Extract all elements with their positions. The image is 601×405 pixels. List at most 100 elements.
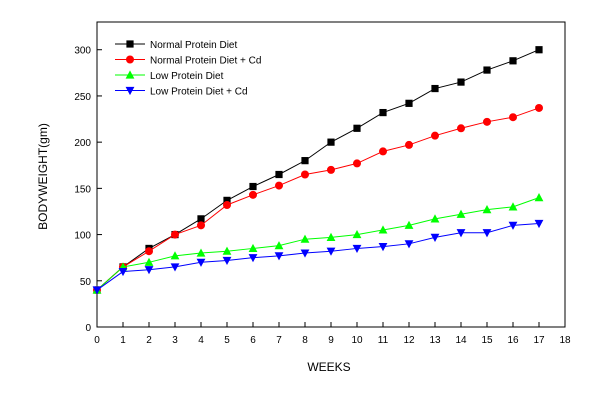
x-tick-label: 0 [94,335,100,346]
data-point [326,247,336,256]
data-point [249,182,257,191]
data-point [300,249,310,258]
legend-item-4: Low Protein Diet + Cd [115,87,248,98]
data-point [456,229,466,238]
x-tick-label: 10 [351,335,363,346]
data-point [431,84,439,93]
data-point [405,99,413,107]
data-point [508,202,518,211]
y-tick-label: 150 [74,184,91,195]
data-point [534,219,544,229]
y-tick-label: 300 [74,46,91,57]
data-point [92,286,102,295]
data-point [171,230,179,239]
y-tick-label: 100 [74,231,91,242]
x-tick-label: 18 [559,335,571,346]
legend-label: Low Protein Diet [150,71,224,82]
axis-ticks: 0 1 2 3 4 5 6 7 8 9 10 11 12 13 14 15 16 17 18050100150200… [74,46,571,346]
x-tick-label: 17 [533,335,545,346]
series-line [96,197,540,291]
data-point [275,170,283,179]
data-point [352,244,362,254]
data-point [170,251,180,260]
x-tick-label: 9 [328,335,334,346]
data-point [482,205,492,214]
data-point [327,138,335,146]
legend-item-1: Normal Protein Diet [115,40,237,51]
data-point [405,140,413,149]
data-point [353,159,361,168]
x-tick-label: 16 [507,335,519,346]
data-point [197,215,205,223]
legend-label: Normal Protein Diet [150,40,237,51]
legend-label: Normal Protein Diet + Cd [150,56,261,67]
series-1 [93,46,543,294]
data-point [379,108,387,117]
x-tick-label: 4 [198,335,204,346]
data-point [144,257,154,266]
data-point [223,201,231,209]
x-tick-label: 3 [172,335,178,346]
data-point [144,266,154,275]
data-point [430,233,440,242]
data-point [430,214,440,223]
data-point [274,241,284,250]
x-tick-label: 1 [120,335,126,346]
data-point [378,225,388,234]
series-line [96,107,540,291]
legend-marker [126,40,134,48]
x-tick-label: 8 [302,335,308,346]
data-point [404,240,414,249]
data-point [196,248,206,257]
data-point [457,124,465,133]
data-point [378,242,388,252]
data-point [275,181,283,190]
y-tick-label: 200 [74,138,91,149]
legend-marker [126,55,134,64]
series-layer [92,46,544,295]
data-point [170,263,180,272]
data-point [274,252,284,261]
data-point [508,221,518,230]
legend-marker [125,86,135,96]
legend-item-3: Low Protein Diet [115,70,224,82]
legend-marker [125,70,135,79]
data-point [509,113,517,122]
data-point [327,165,335,174]
x-axis-title: WEEKS [307,360,350,374]
x-tick-label: 13 [429,335,441,346]
data-point [431,131,439,140]
series-line [96,222,540,291]
x-tick-label: 15 [481,335,493,346]
series-4 [92,219,544,295]
x-tick-label: 2 [146,335,152,346]
data-point [249,190,257,199]
series-2 [93,103,543,295]
legend-label: Low Protein Diet + Cd [150,87,248,98]
legend-item-2: Normal Protein Diet + Cd [115,55,261,67]
data-point [535,103,543,112]
legend: Normal Protein Diet Normal Protein Diet +… [115,40,261,98]
data-point [509,57,517,65]
data-point [222,256,232,266]
y-tick-label: 250 [74,92,91,103]
data-point [248,243,258,253]
data-point [118,267,128,277]
data-point [457,78,465,86]
x-tick-label: 7 [276,335,282,346]
data-point [248,254,258,263]
data-point [483,117,491,126]
y-axis-title: BODYWEIGHT(gm) [36,123,50,230]
data-point [300,234,310,243]
data-point [222,246,232,255]
data-point [223,196,231,204]
data-point [353,124,361,132]
data-point [483,66,491,74]
data-point [196,258,206,267]
data-point [301,157,309,165]
data-point [301,170,309,179]
x-tick-label: 14 [455,335,467,346]
data-point [456,209,466,218]
data-point [534,193,544,202]
